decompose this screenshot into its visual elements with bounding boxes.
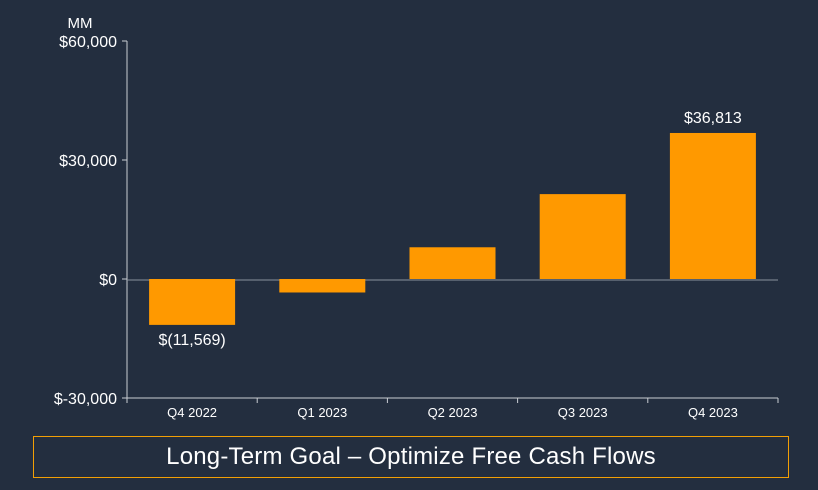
bar-q2-2023 — [409, 247, 496, 279]
bar-q3-2023 — [539, 194, 626, 279]
free-cash-flow-chart: MM $60,000 $30,000 $0 $-30,000 Q4 2022 Q1 20… — [54, 15, 779, 420]
x-tick-label: Q3 2023 — [558, 405, 608, 420]
y-tick-label: $30,000 — [59, 153, 117, 170]
long-term-goal-text: Long-Term Goal – Optimize Free Cash Flow… — [166, 443, 656, 470]
y-axis-ticks: $60,000 $30,000 $0 $-30,000 — [54, 34, 127, 408]
data-label: $(11,569) — [158, 332, 225, 349]
x-axis-labels: Q4 2022 Q1 2023 Q2 2023 Q3 2023 Q4 2023 — [126, 398, 779, 420]
x-tick-label: Q2 2023 — [428, 405, 478, 420]
data-label: $36,813 — [684, 110, 742, 127]
y-tick-label: $0 — [99, 272, 117, 289]
unit-label: MM — [68, 15, 93, 32]
y-tick-label: $-30,000 — [54, 391, 117, 408]
bar-q4-2023 — [669, 132, 756, 279]
bar-series — [149, 132, 756, 325]
y-tick-label: $60,000 — [59, 34, 117, 51]
x-tick-label: Q1 2023 — [297, 405, 347, 420]
x-tick-label: Q4 2022 — [167, 405, 217, 420]
data-labels: $(11,569) $36,813 — [158, 110, 741, 349]
long-term-goal-banner: Long-Term Goal – Optimize Free Cash Flow… — [33, 436, 789, 478]
bar-q4-2022 — [149, 279, 236, 325]
bar-q1-2023 — [279, 279, 366, 293]
x-tick-label: Q4 2023 — [688, 405, 738, 420]
